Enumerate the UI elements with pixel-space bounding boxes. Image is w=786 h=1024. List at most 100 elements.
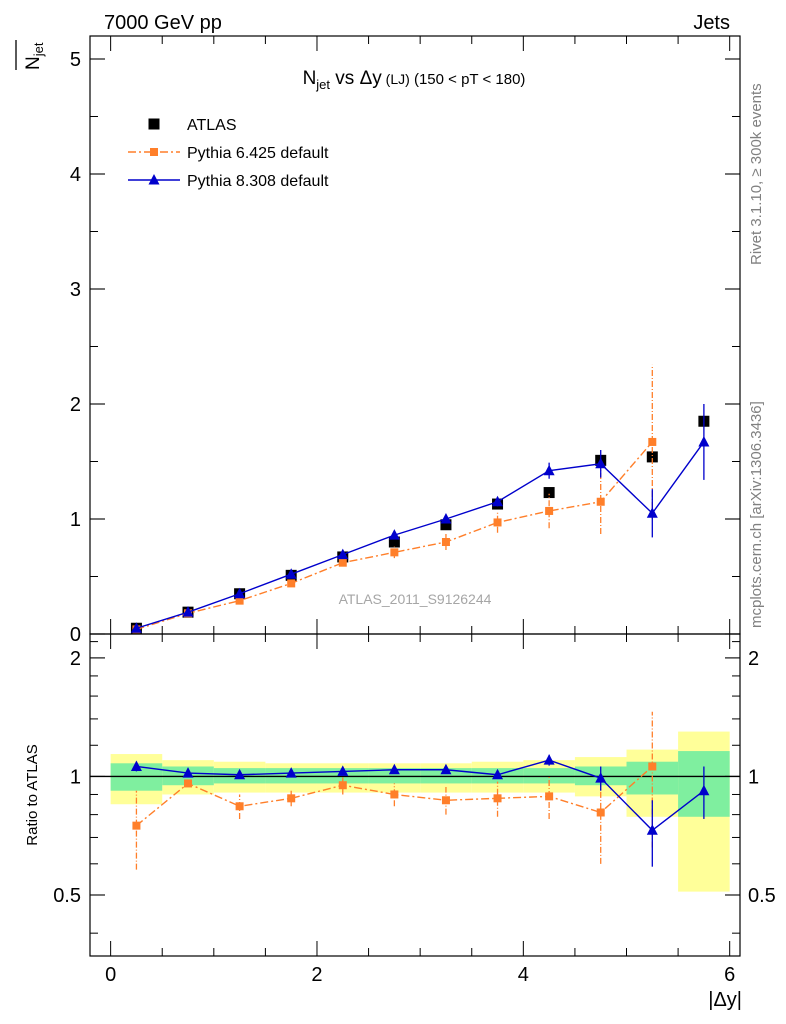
ratio-point xyxy=(338,781,347,790)
ratio-point xyxy=(234,768,246,780)
main-ytick-label: 1 xyxy=(70,509,81,531)
rivet-label: Rivet 3.1.10, ≥ 300k events xyxy=(748,83,765,265)
ratio-band-inner xyxy=(523,768,575,784)
main-point xyxy=(234,587,246,599)
main-point xyxy=(390,548,399,557)
svg-text:Njet: Njet xyxy=(23,42,46,70)
main-ytick-label: 2 xyxy=(70,394,81,416)
ratio-line xyxy=(135,765,653,827)
main-ytick-label: 4 xyxy=(70,164,81,186)
ratio-point xyxy=(646,824,658,835)
ratio-point xyxy=(440,763,452,775)
main-point xyxy=(543,487,555,499)
main-point xyxy=(287,579,296,588)
main-point xyxy=(130,622,142,633)
legend-label: Pythia 8.308 default xyxy=(187,173,329,190)
ratio-point xyxy=(492,768,504,780)
main-title-tail: (150 < pT < 180) xyxy=(410,71,526,88)
ratio-line xyxy=(136,759,705,832)
main-point xyxy=(182,606,194,617)
main-point xyxy=(388,536,400,548)
ratio-point xyxy=(596,808,605,817)
ratio-panel-frame xyxy=(89,633,741,957)
legend-item-atlas: ATLAS xyxy=(148,117,237,134)
ratio-y-axis-label: Ratio to ATLAS xyxy=(24,744,41,845)
ratio-point xyxy=(441,796,450,805)
legend-label: Pythia 6.425 default xyxy=(187,145,329,162)
ratio-point xyxy=(182,767,194,778)
ratio-ytick-label: 2 xyxy=(70,648,81,670)
main-point xyxy=(235,596,244,605)
legend-item-pythia-6-425-default: Pythia 6.425 default xyxy=(128,145,329,162)
main-point xyxy=(698,435,710,447)
main-ylabel-sub: jet xyxy=(31,42,46,57)
main-point xyxy=(545,506,554,515)
main-point xyxy=(440,513,452,524)
main-title-mid: vs Δy xyxy=(330,68,382,89)
main-title-sub: jet xyxy=(315,77,330,92)
ratio-ytick-label-right: 1 xyxy=(748,766,759,788)
main-y-axis-label: Njet xyxy=(23,42,46,70)
main-title-small: (LJ) xyxy=(382,71,410,87)
ratio-point xyxy=(388,763,400,775)
main-ytick-label: 0 xyxy=(70,624,81,646)
main-point xyxy=(441,538,450,546)
main-point xyxy=(543,464,555,476)
legend-item-pythia-8-308-default: Pythia 8.308 default xyxy=(128,173,329,190)
legend-marker xyxy=(148,174,160,185)
main-point xyxy=(337,548,349,560)
ratio-ytick-label-right: 0.5 xyxy=(748,885,776,907)
ratio-ytick-label-right: 2 xyxy=(748,648,759,670)
ratio-ytick-label: 1 xyxy=(70,766,81,788)
x-tick-label: 4 xyxy=(518,964,529,986)
main-ytick-label: 5 xyxy=(70,49,81,71)
mcplots-label: mcplots.cern.ch [arXiv:1306.3436] xyxy=(748,401,765,628)
main-point xyxy=(595,457,607,469)
ratio-point xyxy=(648,762,657,771)
legend-marker xyxy=(148,118,160,130)
main-point xyxy=(440,519,452,531)
ratio-band-inner xyxy=(368,768,421,784)
x-axis-label: |Δy| xyxy=(708,989,742,1011)
main-point xyxy=(596,497,605,506)
header-right: Jets xyxy=(693,12,730,34)
x-tick-label: 2 xyxy=(311,964,322,986)
ratio-point xyxy=(595,772,607,783)
ratio-band-inner xyxy=(420,768,472,784)
legend-label: ATLAS xyxy=(187,117,237,134)
main-point xyxy=(285,568,297,579)
legend-marker xyxy=(150,148,158,156)
analysis-watermark: ATLAS_2011_S9126244 xyxy=(339,591,492,607)
main-point xyxy=(388,529,400,540)
main-point xyxy=(338,558,347,567)
x-tick-label: 6 xyxy=(724,964,735,986)
main-ylabel-n: N xyxy=(23,56,44,70)
ratio-point xyxy=(184,779,193,788)
main-point xyxy=(646,451,658,463)
x-tick-label: 0 xyxy=(105,964,116,986)
main-point xyxy=(648,437,657,446)
ratio-point xyxy=(285,767,297,778)
header-left: 7000 GeV pp xyxy=(104,12,222,34)
main-line xyxy=(136,441,705,629)
main-ytick-label: 3 xyxy=(70,279,81,301)
ratio-point xyxy=(337,765,349,776)
ratio-series-pythia-8-308-default xyxy=(130,754,710,867)
ratio-point xyxy=(132,821,141,830)
ratio-point xyxy=(493,794,502,803)
ratio-point xyxy=(543,754,555,765)
ratio-series-pythia-6-425-default xyxy=(132,711,657,870)
ratio-point xyxy=(390,790,399,799)
ratio-ytick-label: 0.5 xyxy=(53,885,81,907)
main-title-n: N xyxy=(303,68,317,89)
ratio-point xyxy=(130,760,142,771)
ratio-point xyxy=(287,794,296,803)
ratio-point xyxy=(235,802,244,811)
main-point xyxy=(646,507,658,518)
main-point xyxy=(493,518,502,527)
ratio-point xyxy=(545,792,554,801)
main-series-pythia-8-308-default xyxy=(130,404,710,633)
main-title: Njet vs Δy (LJ) (150 < pT < 180) xyxy=(303,68,526,92)
legend: ATLAS Pythia 6.425 default Pythia 8.308 de… xyxy=(128,117,329,190)
